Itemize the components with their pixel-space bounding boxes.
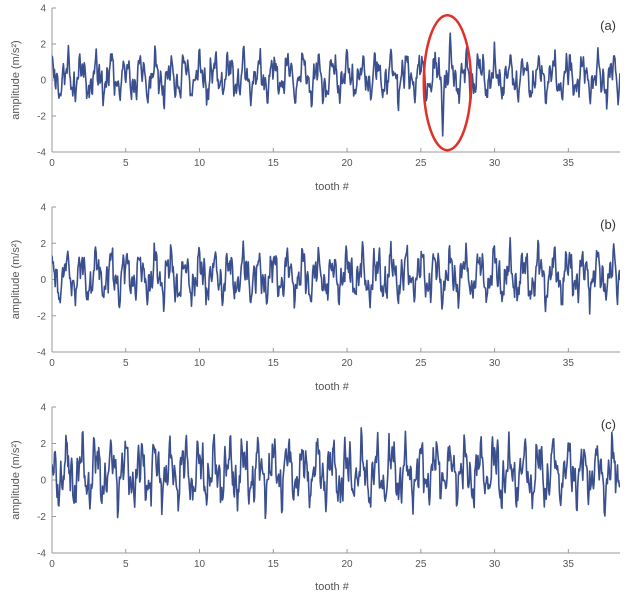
panel-a-x-tick-label: 30	[489, 158, 501, 169]
panel-b-y-tick-label: -4	[37, 348, 46, 359]
panel-a-label: (a)	[600, 18, 616, 33]
panel-b-x-tick-label: 15	[268, 358, 280, 369]
panel-a-y-tick-label: 0	[40, 76, 46, 87]
panel-c-x-tick-label: 25	[415, 559, 427, 570]
panel-b-x-tick-label: 10	[194, 358, 206, 369]
panel-b-x-tick-label: 0	[49, 358, 55, 369]
panel-a-fault-highlight	[422, 13, 473, 152]
panel-b-x-axis-title: tooth #	[315, 381, 350, 393]
panel-c-y-tick-label: -4	[37, 549, 46, 560]
panel-c-x-tick-label: 0	[49, 559, 55, 570]
panel-b-x-tick-label: 25	[415, 358, 427, 369]
panel-c-x-tick-label: 20	[342, 559, 354, 570]
panel-b: -4 -2 0 2 4 0 5 10 15 20 25 30 35 tooth # amplitude (m…	[10, 203, 620, 393]
panel-b-x-tick-label: 35	[563, 358, 575, 369]
panel-c: -4 -2 0 2 4 0 5 10 15 20 25 30 35 tooth # amplitude (m…	[10, 403, 620, 593]
panel-a-x-tick-label: 10	[194, 158, 206, 169]
panel-a-y-tick-label: 4	[40, 4, 46, 15]
panel-a-x-tick-label: 20	[342, 158, 354, 169]
panel-a-x-axis-title: tooth #	[315, 181, 350, 193]
panel-c-y-axis-title: amplitude (m/s²)	[10, 440, 22, 519]
panel-a-y-tick-label: -4	[37, 148, 46, 159]
panel-a-x-tick-label: 5	[123, 158, 129, 169]
panel-c-y-tick-label: 4	[40, 403, 46, 414]
panel-a-y-tick-label: -2	[37, 112, 46, 123]
panel-b-y-tick-label: 2	[40, 239, 46, 250]
panel-c-y-tick-label: -2	[37, 512, 46, 523]
panel-c-x-tick-label: 5	[123, 559, 129, 570]
panel-a-series-line	[52, 32, 620, 137]
panel-b-x-tick-label: 20	[342, 358, 354, 369]
panel-c-x-tick-label: 30	[489, 559, 501, 570]
panel-b-y-axis-title: amplitude (m/s²)	[10, 240, 22, 319]
panel-b-y-tick-label: 4	[40, 203, 46, 214]
panel-c-x-tick-label: 15	[268, 559, 280, 570]
panel-c-series-line	[52, 427, 620, 520]
panel-a-y-tick-label: 2	[40, 40, 46, 51]
panel-a-x-tick-label: 25	[415, 158, 427, 169]
panel-b-x-tick-label: 30	[489, 358, 501, 369]
panel-a-x-tick-label: 0	[49, 158, 55, 169]
panel-c-x-tick-label: 35	[563, 559, 575, 570]
panel-b-label: (b)	[600, 217, 616, 232]
panel-c-x-axis-title: tooth #	[315, 581, 350, 593]
panel-c-y-tick-label: 2	[40, 439, 46, 450]
panel-c-label: (c)	[601, 417, 616, 432]
panel-c-y-tick-label: 0	[40, 476, 46, 487]
panel-a-x-tick-label: 35	[563, 158, 575, 169]
panel-c-x-tick-label: 10	[194, 559, 206, 570]
panel-a-y-axis-title: amplitude (m/s²)	[10, 40, 22, 119]
panel-b-y-tick-label: -2	[37, 311, 46, 322]
panel-b-series-line	[52, 237, 620, 315]
panel-b-x-tick-label: 5	[123, 358, 129, 369]
panel-a-x-tick-label: 15	[268, 158, 280, 169]
panel-b-y-tick-label: 0	[40, 275, 46, 286]
panel-a: -4 -2 0 2 4 0 5 10 15 20 25 30 35 tooth # amplitude (m…	[10, 4, 620, 193]
